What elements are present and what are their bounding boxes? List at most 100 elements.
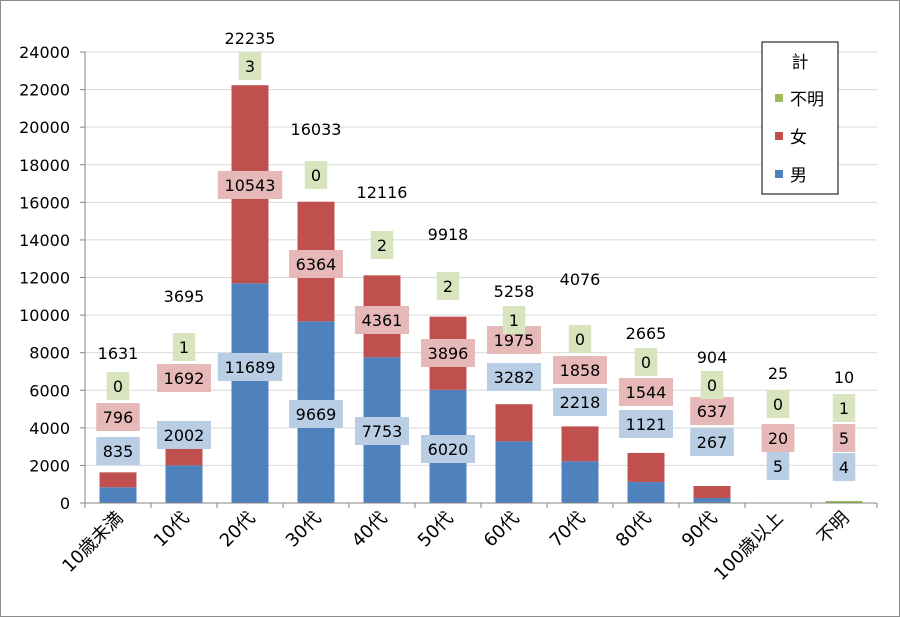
data-label: 4361 (362, 311, 403, 330)
bar-segment (627, 452, 665, 482)
data-label-bg (761, 424, 795, 452)
bar-segment (693, 486, 731, 498)
data-label-bg (238, 52, 262, 80)
data-label-bg (619, 378, 673, 406)
bar-segment (561, 426, 599, 462)
data-label: 5 (839, 429, 849, 448)
data-label: 637 (697, 402, 728, 421)
total-label: 2665 (626, 324, 667, 343)
legend-label: 女 (790, 128, 807, 148)
y-tick-label: 14000 (19, 231, 70, 250)
legend-box (761, 41, 839, 195)
data-label: 0 (773, 395, 783, 414)
data-label-bg (304, 161, 328, 189)
legend-swatch (775, 132, 783, 140)
data-label: 267 (697, 433, 728, 452)
data-label-bg (634, 348, 658, 376)
axes (80, 51, 878, 508)
data-label: 6364 (296, 255, 337, 274)
legend-label: 不明 (790, 90, 824, 110)
data-label: 0 (113, 377, 123, 396)
data-label-bg (355, 306, 409, 334)
data-label-bg (502, 306, 526, 334)
data-label: 2 (377, 236, 387, 255)
data-label: 835 (103, 442, 134, 461)
data-label: 0 (575, 330, 585, 349)
data-labels: 8357960200216921116891054339669636407753… (96, 52, 856, 481)
data-label: 7753 (362, 422, 403, 441)
bar-segment (495, 441, 533, 503)
bar-segment (561, 461, 599, 503)
data-label-bg (487, 363, 541, 391)
data-label: 2002 (164, 426, 205, 445)
data-label: 6020 (428, 440, 469, 459)
y-tick-label: 8000 (29, 344, 70, 363)
data-label-bg (766, 452, 790, 480)
total-label: 4076 (560, 270, 601, 289)
data-label-bg (172, 333, 196, 361)
gridlines (85, 51, 877, 466)
data-label: 796 (103, 408, 134, 427)
total-labels: 1631 3695 22235 16033 12116 9918 5258 4076 2665 9… (98, 29, 855, 387)
data-label-bg (700, 371, 724, 399)
total-label: 22235 (225, 29, 276, 48)
bar-segment (693, 497, 731, 503)
data-label: 3282 (494, 368, 535, 387)
bar-segment (231, 283, 269, 503)
y-tick-label: 16000 (19, 193, 70, 212)
data-label-bg (690, 397, 734, 425)
data-label: 9669 (296, 405, 337, 424)
y-tick-label: 18000 (19, 156, 70, 175)
data-label-bg (217, 171, 283, 199)
total-label: 10 (834, 368, 854, 387)
data-label: 1 (839, 399, 849, 418)
total-label: 25 (768, 364, 788, 383)
data-label: 3 (245, 57, 255, 76)
total-label: 9918 (428, 225, 469, 244)
data-label-bg (96, 437, 140, 465)
data-label-bg (157, 364, 211, 392)
bar-segment (825, 501, 863, 503)
bar-segment (165, 465, 203, 503)
bar-segment (99, 487, 137, 503)
y-axis-tick-labels: 0 2000 4000 6000 8000 10000 12000 14000 16000 180… (19, 43, 70, 513)
data-label-bg (832, 394, 856, 422)
total-label: 904 (697, 348, 728, 367)
total-label: 12116 (357, 183, 408, 202)
data-label: 1544 (626, 383, 667, 402)
data-label-bg (832, 453, 856, 481)
y-tick-label: 12000 (19, 269, 70, 288)
data-label-bg (157, 421, 211, 449)
data-label: 1692 (164, 369, 205, 388)
data-label: 3896 (428, 344, 469, 363)
data-label-bg (553, 356, 607, 384)
total-label: 5258 (494, 282, 535, 301)
data-label-bg (568, 325, 592, 353)
data-label: 0 (311, 166, 321, 185)
data-label: 1 (509, 311, 519, 330)
y-tick-label: 22000 (19, 81, 70, 100)
data-label-bg (553, 388, 607, 416)
data-label: 1121 (626, 415, 667, 434)
data-label-bg (96, 403, 140, 431)
data-label: 20 (768, 429, 788, 448)
data-label-bg (217, 353, 283, 381)
data-label-bg (370, 231, 394, 259)
legend-swatch (775, 170, 783, 178)
bar-segment (495, 404, 533, 442)
data-label-bg (289, 400, 343, 428)
y-tick-label: 0 (60, 494, 70, 513)
data-label-bg (436, 272, 460, 300)
y-tick-label: 2000 (29, 456, 70, 475)
data-label-bg (421, 339, 475, 367)
data-label: 4 (839, 458, 849, 477)
y-tick-label: 4000 (29, 419, 70, 438)
y-tick-label: 10000 (19, 306, 70, 325)
data-label-bg (355, 417, 409, 445)
data-label: 5 (773, 457, 783, 476)
data-label-bg (766, 390, 790, 418)
data-label: 0 (641, 353, 651, 372)
